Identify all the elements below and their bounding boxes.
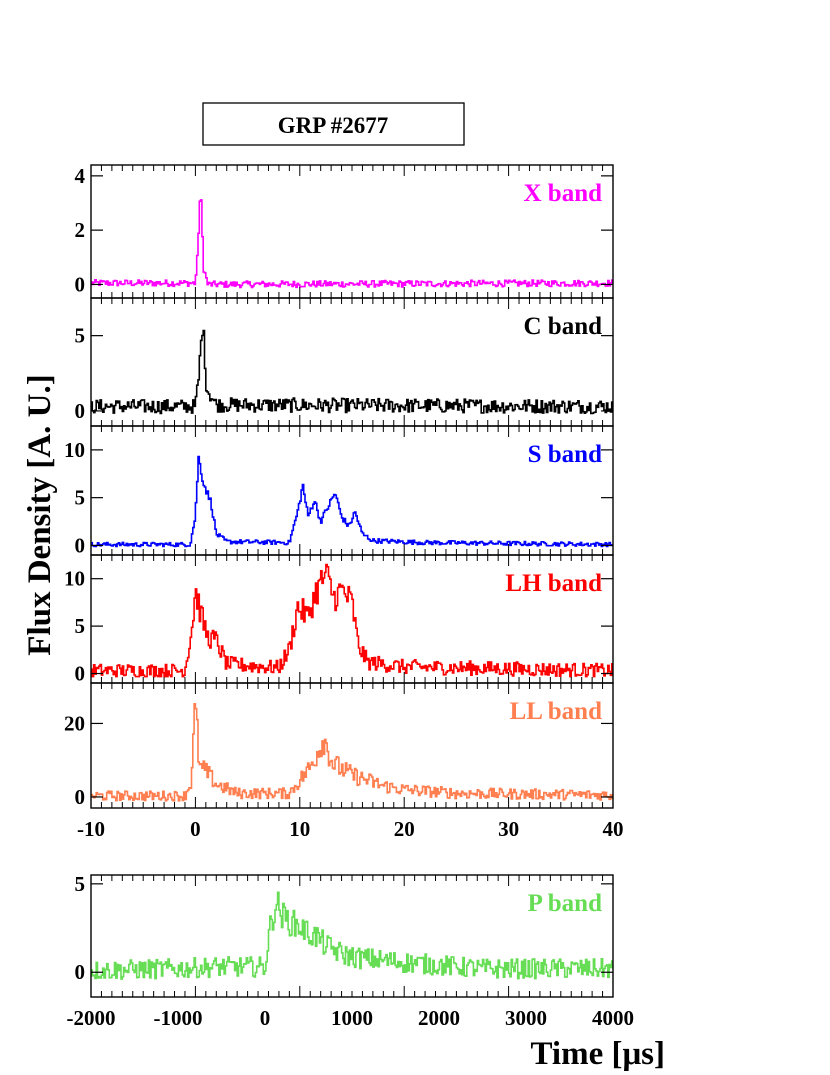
- series-line-p-band: [91, 891, 613, 980]
- x-tick-label: 3000: [505, 1006, 547, 1030]
- band-label: LL band: [510, 698, 603, 725]
- y-tick-label: 5: [75, 324, 86, 348]
- x-tick-label: 30: [498, 817, 519, 841]
- y-tick-label: 0: [75, 399, 86, 423]
- band-label: X band: [523, 180, 602, 207]
- series-line-s-band: [91, 455, 613, 548]
- y-tick-label: 0: [75, 272, 86, 296]
- series-line-c-band: [91, 329, 613, 415]
- band-label: P band: [528, 890, 602, 917]
- panel-5: 0 5 -2000 -1000 0 1000 2000 3000 4000 P band: [67, 872, 635, 1030]
- y-axis-label: Flux Density [A. U.]: [22, 374, 58, 655]
- y-tick-label: 5: [75, 614, 86, 638]
- panel-1: 0 5 C band: [75, 297, 614, 427]
- band-label: LH band: [505, 570, 602, 597]
- y-tick-label: 5: [75, 486, 86, 510]
- x-tick-label: 0: [260, 1006, 271, 1030]
- x-tick-label: -1000: [154, 1006, 203, 1030]
- y-tick-label: 10: [64, 438, 85, 462]
- x-tick-label: 2000: [418, 1006, 460, 1030]
- panels: 0 2 4 X band 0 5 C band 0 5 10 S band 0 5 10 LH band 0 2…: [64, 164, 634, 1030]
- panel-3: 0 5 10 LH band: [64, 554, 614, 686]
- y-tick-label: 2: [75, 218, 86, 242]
- series-line-ll-band: [91, 703, 613, 802]
- y-tick-label: 0: [75, 533, 86, 557]
- band-label: S band: [528, 441, 602, 468]
- x-tick-label: 4000: [592, 1006, 634, 1030]
- y-tick-label: 0: [75, 960, 86, 984]
- y-tick-label: 20: [64, 711, 85, 735]
- panel-4: 0 20 -10 0 10 20 30 40 LL band: [64, 682, 624, 841]
- y-tick-label: 0: [75, 785, 86, 809]
- series-line-x-band: [91, 199, 613, 289]
- y-tick-label: 4: [75, 164, 86, 188]
- panel-0: 0 2 4 X band: [75, 164, 614, 299]
- x-tick-label: 20: [394, 817, 415, 841]
- x-tick-label: 0: [190, 817, 201, 841]
- y-tick-label: 0: [75, 662, 86, 686]
- chart-title: GRP #2677: [278, 113, 389, 138]
- x-tick-label: 1000: [331, 1006, 373, 1030]
- y-tick-label: 10: [64, 567, 85, 591]
- title-box: [202, 102, 465, 146]
- panel-2: 0 5 10 S band: [64, 425, 614, 557]
- x-tick-label: 40: [603, 817, 624, 841]
- band-label: C band: [523, 313, 602, 340]
- y-tick-label: 5: [75, 872, 86, 896]
- x-tick-label: -2000: [67, 1006, 116, 1030]
- x-tick-label: 10: [289, 817, 310, 841]
- x-tick-label: -10: [77, 817, 105, 841]
- series-line-lh-band: [91, 563, 613, 678]
- x-axis-label: Time [μs]: [531, 1036, 666, 1072]
